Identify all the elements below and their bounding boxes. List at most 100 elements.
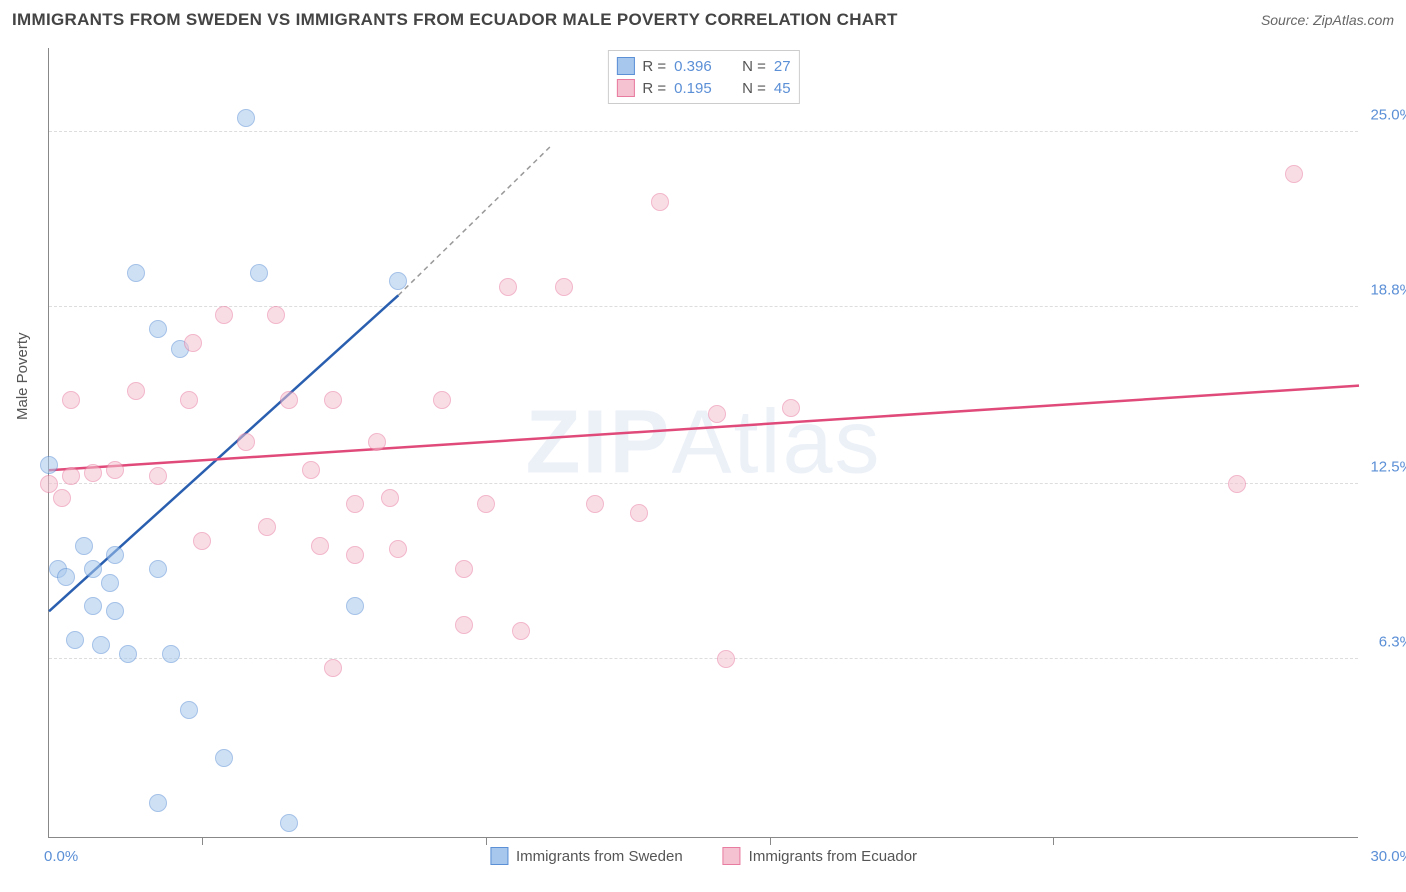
trend-line: [49, 386, 1359, 471]
r-value: 0.195: [674, 80, 724, 97]
scatter-point: [40, 456, 58, 474]
legend-swatch: [723, 847, 741, 865]
scatter-point: [346, 495, 364, 513]
scatter-point: [586, 495, 604, 513]
scatter-point: [193, 532, 211, 550]
scatter-point: [53, 489, 71, 507]
x-axis-min-label: 0.0%: [44, 848, 78, 865]
scatter-point: [555, 278, 573, 296]
scatter-point: [250, 264, 268, 282]
scatter-point: [708, 405, 726, 423]
trend-line-dashed: [398, 146, 551, 296]
scatter-point: [651, 193, 669, 211]
legend-swatch: [490, 847, 508, 865]
scatter-point: [280, 391, 298, 409]
scatter-point: [62, 391, 80, 409]
legend-swatch: [616, 57, 634, 75]
n-label: N =: [742, 80, 766, 97]
x-tick: [486, 837, 487, 845]
scatter-point: [389, 540, 407, 558]
y-axis-label: Male Poverty: [14, 332, 31, 420]
scatter-point: [106, 602, 124, 620]
y-tick-label: 6.3%: [1379, 634, 1406, 651]
scatter-point: [149, 560, 167, 578]
n-value: 45: [774, 80, 791, 97]
scatter-point: [92, 636, 110, 654]
legend-row: R = 0.195 N = 45: [616, 77, 790, 99]
scatter-point: [162, 645, 180, 663]
scatter-point: [106, 461, 124, 479]
scatter-point: [84, 597, 102, 615]
scatter-point: [106, 546, 124, 564]
legend-item: Immigrants from Ecuador: [723, 847, 917, 865]
y-tick-label: 25.0%: [1370, 106, 1406, 123]
legend-row: R = 0.396 N = 27: [616, 55, 790, 77]
chart-source: Source: ZipAtlas.com: [1261, 12, 1394, 28]
scatter-point: [127, 264, 145, 282]
scatter-point: [433, 391, 451, 409]
y-tick-label: 12.5%: [1370, 459, 1406, 476]
r-label: R =: [642, 58, 666, 75]
scatter-point: [75, 537, 93, 555]
scatter-point: [180, 391, 198, 409]
scatter-point: [280, 814, 298, 832]
scatter-point: [346, 597, 364, 615]
r-value: 0.396: [674, 58, 724, 75]
n-value: 27: [774, 58, 791, 75]
scatter-point: [149, 467, 167, 485]
scatter-point: [215, 749, 233, 767]
scatter-point: [84, 464, 102, 482]
scatter-point: [1228, 475, 1246, 493]
scatter-point: [324, 391, 342, 409]
scatter-point: [66, 631, 84, 649]
scatter-point: [62, 467, 80, 485]
scatter-point: [237, 109, 255, 127]
scatter-point: [127, 382, 145, 400]
scatter-point: [512, 622, 530, 640]
x-tick: [202, 837, 203, 845]
scatter-point: [324, 659, 342, 677]
scatter-point: [57, 568, 75, 586]
scatter-point: [311, 537, 329, 555]
scatter-chart: ZIPAtlas 6.3%12.5%18.8%25.0%0.0%30.0%R =…: [48, 48, 1358, 838]
x-tick: [1053, 837, 1054, 845]
scatter-point: [267, 306, 285, 324]
scatter-point: [346, 546, 364, 564]
scatter-point: [149, 320, 167, 338]
scatter-point: [499, 278, 517, 296]
scatter-point: [368, 433, 386, 451]
scatter-point: [237, 433, 255, 451]
y-tick-label: 18.8%: [1370, 281, 1406, 298]
scatter-point: [455, 616, 473, 634]
scatter-point: [149, 794, 167, 812]
scatter-point: [101, 574, 119, 592]
chart-title: IMMIGRANTS FROM SWEDEN VS IMMIGRANTS FRO…: [12, 10, 898, 30]
scatter-point: [630, 504, 648, 522]
scatter-point: [302, 461, 320, 479]
scatter-point: [180, 701, 198, 719]
trend-line: [49, 295, 398, 611]
scatter-point: [1285, 165, 1303, 183]
scatter-point: [184, 334, 202, 352]
legend-label: Immigrants from Ecuador: [749, 848, 917, 865]
scatter-point: [119, 645, 137, 663]
scatter-point: [782, 399, 800, 417]
x-axis-max-label: 30.0%: [1370, 848, 1406, 865]
x-tick: [770, 837, 771, 845]
legend-item: Immigrants from Sweden: [490, 847, 683, 865]
scatter-point: [215, 306, 233, 324]
scatter-point: [477, 495, 495, 513]
scatter-point: [84, 560, 102, 578]
series-legend: Immigrants from Sweden Immigrants from Ec…: [490, 847, 917, 865]
scatter-point: [717, 650, 735, 668]
scatter-point: [389, 272, 407, 290]
correlation-legend: R = 0.396 N = 27 R = 0.195 N = 45: [607, 50, 799, 104]
chart-header: IMMIGRANTS FROM SWEDEN VS IMMIGRANTS FRO…: [12, 10, 1394, 30]
scatter-point: [455, 560, 473, 578]
legend-label: Immigrants from Sweden: [516, 848, 683, 865]
r-label: R =: [642, 80, 666, 97]
scatter-point: [381, 489, 399, 507]
legend-swatch: [616, 79, 634, 97]
scatter-point: [258, 518, 276, 536]
n-label: N =: [742, 58, 766, 75]
